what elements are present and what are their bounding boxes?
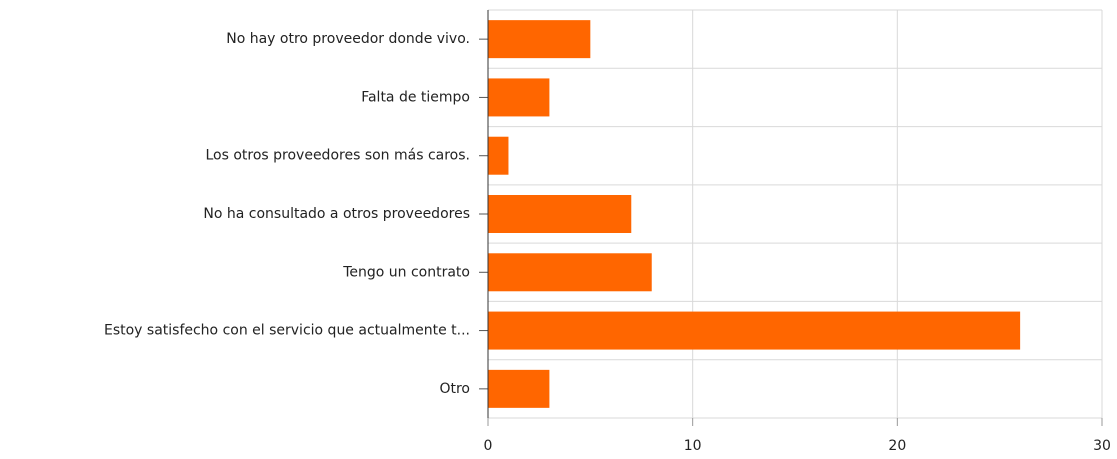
x-tick-label: 20 bbox=[888, 438, 906, 454]
bar bbox=[488, 136, 509, 175]
bar bbox=[488, 369, 550, 408]
x-tick-label: 10 bbox=[684, 438, 702, 454]
bar bbox=[488, 78, 550, 117]
y-tick-label: Falta de tiempo bbox=[361, 89, 470, 105]
bar bbox=[488, 195, 632, 233]
bar bbox=[488, 253, 652, 292]
y-tick-label: Otro bbox=[439, 381, 470, 397]
y-tick-label: Los otros proveedores son más caros. bbox=[205, 148, 470, 164]
bar bbox=[488, 20, 591, 59]
y-tick-label: Tengo un contrato bbox=[342, 264, 470, 280]
x-tick-label: 30 bbox=[1093, 438, 1111, 454]
y-tick-label: Estoy satisfecho con el servicio que act… bbox=[104, 323, 470, 339]
y-tick-label: No ha consultado a otros proveedores bbox=[203, 206, 470, 222]
x-tick-label: 0 bbox=[484, 438, 493, 454]
bar bbox=[488, 311, 1021, 350]
y-tick-label: No hay otro proveedor donde vivo. bbox=[226, 31, 470, 47]
